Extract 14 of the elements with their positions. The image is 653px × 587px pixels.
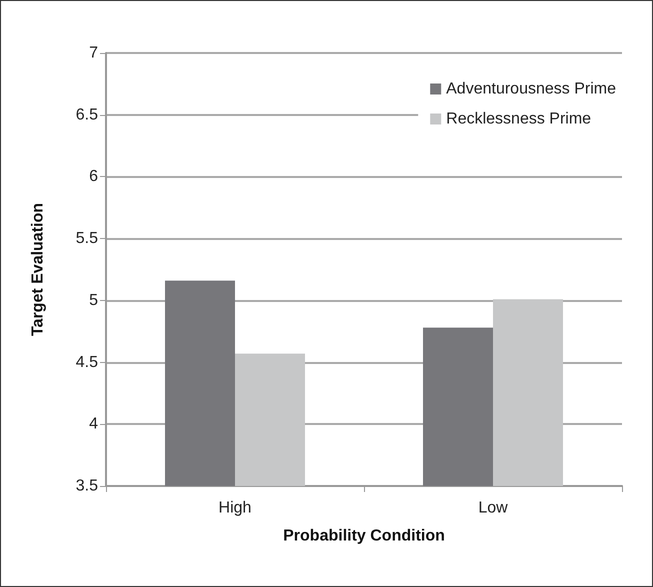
y-tick-label: 7 xyxy=(89,44,98,62)
x-tick-label: Low xyxy=(478,500,508,516)
y-tick-label: 6 xyxy=(89,168,98,186)
x-tick-label: High xyxy=(218,500,252,516)
legend-label: Recklessness Prime xyxy=(446,110,592,128)
y-tick-label: 4.5 xyxy=(76,354,98,371)
legend-label: Adventurousness Prime xyxy=(446,80,616,98)
x-axis-title: Probability Condition xyxy=(283,528,445,544)
y-tick-label: 5 xyxy=(89,292,98,309)
y-tick-label: 3.5 xyxy=(76,478,98,494)
y-tick-label: 4 xyxy=(89,416,98,433)
y-axis-title: Target Evaluation xyxy=(30,202,46,336)
y-tick-label: 6.5 xyxy=(76,106,98,124)
y-tick-label: 5.5 xyxy=(76,230,98,248)
